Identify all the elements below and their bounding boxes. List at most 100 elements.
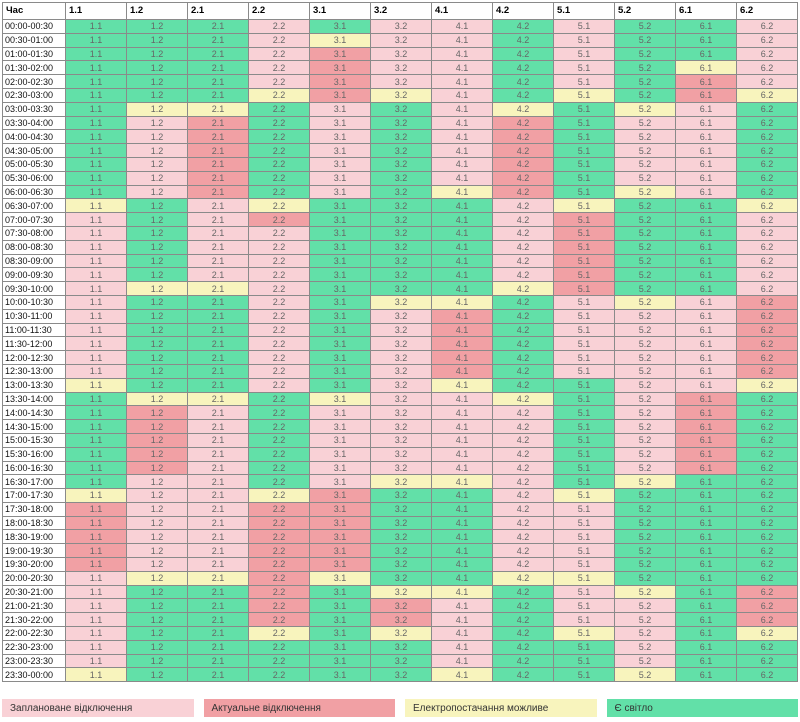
schedule-cell: 4.2 [492,336,554,352]
schedule-cell: 5.1 [553,446,615,462]
time-slot-label: 18:00-18:30 [2,515,66,531]
table-row: 18:00-18:30 1.1 1.2 2.1 2.2 3.1 3.2 4.1 4.2 5.1 5.… [2,515,798,531]
schedule-cell: 3.1 [309,308,371,324]
schedule-cell: 5.2 [614,405,676,421]
group-header: 3.2 [370,2,432,20]
schedule-cell: 6.1 [675,488,737,503]
schedule-cell: 4.2 [492,74,554,89]
schedule-cell: 2.2 [248,336,310,352]
time-slot-label: 17:00-17:30 [2,488,66,503]
schedule-cell: 2.2 [248,156,310,172]
schedule-cell: 2.2 [248,239,310,255]
schedule-cell: 5.2 [614,87,676,103]
schedule-cell: 2.1 [187,584,249,600]
schedule-cell: 1.1 [65,184,127,200]
schedule-cell: 3.1 [309,419,371,434]
time-slot-label: 12:30-13:00 [2,363,66,379]
schedule-cell: 1.2 [126,198,188,214]
schedule-cell: 1.1 [65,170,127,186]
schedule-cell: 4.2 [492,377,554,393]
schedule-cell: 1.2 [126,101,188,117]
schedule-cell: 1.1 [65,667,127,683]
schedule-cell: 2.1 [187,308,249,324]
schedule-grid: Час 1.1 1.2 2.1 2.2 3.1 3.2 4.1 4.2 5.1 5.2 6.1 6.2… [2,2,798,683]
schedule-cell: 3.2 [370,225,432,241]
schedule-cell: 5.1 [553,363,615,379]
schedule-cell: 1.2 [126,350,188,365]
schedule-cell: 2.1 [187,336,249,352]
schedule-cell: 6.2 [736,308,798,324]
schedule-cell: 1.2 [126,253,188,269]
table-row: 10:00-10:30 1.1 1.2 2.1 2.2 3.1 3.2 4.1 4.2 5.1 5.… [2,294,798,310]
schedule-cell: 6.2 [736,115,798,131]
schedule-cell: 1.2 [126,225,188,241]
schedule-cell: 3.1 [309,281,371,296]
schedule-cell: 1.1 [65,267,127,283]
schedule-cell: 5.2 [614,557,676,572]
table-row: 01:00-01:30 1.1 1.2 2.1 2.2 3.1 3.2 4.1 4.2 5.1 5.… [2,46,798,62]
schedule-cell: 1.2 [126,336,188,352]
schedule-cell: 5.2 [614,19,676,34]
schedule-cell: 4.1 [431,74,493,89]
time-slot-label: 02:30-03:00 [2,87,66,103]
schedule-cell: 1.2 [126,529,188,545]
schedule-cell: 1.2 [126,653,188,669]
schedule-cell: 3.1 [309,156,371,172]
table-row: 02:30-03:00 1.1 1.2 2.1 2.2 3.1 3.2 4.1 4.2 5.1 5.… [2,87,798,103]
schedule-cell: 3.2 [370,87,432,103]
schedule-cell: 2.2 [248,281,310,296]
table-row: 14:30-15:00 1.1 1.2 2.1 2.2 3.1 3.2 4.1 4.2 5.1 5.… [2,419,798,434]
schedule-cell: 5.1 [553,515,615,531]
schedule-cell: 1.2 [126,667,188,683]
schedule-cell: 4.1 [431,308,493,324]
schedule-cell: 4.2 [492,170,554,186]
time-slot-label: 06:30-07:00 [2,198,66,214]
schedule-cell: 3.1 [309,350,371,365]
schedule-cell: 2.2 [248,363,310,379]
schedule-cell: 6.2 [736,570,798,586]
schedule-cell: 6.2 [736,557,798,572]
schedule-cell: 4.1 [431,584,493,600]
schedule-cell: 5.2 [614,198,676,214]
time-slot-label: 01:00-01:30 [2,46,66,62]
schedule-cell: 3.1 [309,253,371,269]
time-slot-label: 09:30-10:00 [2,281,66,296]
schedule-cell: 5.2 [614,32,676,48]
schedule-cell: 6.1 [675,170,737,186]
schedule-cell: 3.2 [370,129,432,145]
schedule-cell: 6.1 [675,19,737,34]
schedule-cell: 3.1 [309,115,371,131]
time-slot-label: 09:00-09:30 [2,267,66,283]
schedule-cell: 1.2 [126,377,188,393]
schedule-cell: 3.1 [309,143,371,158]
schedule-cell: 3.2 [370,143,432,158]
schedule-cell: 6.1 [675,405,737,421]
schedule-cell: 5.1 [553,653,615,669]
schedule-cell: 6.2 [736,405,798,421]
schedule-cell: 2.2 [248,87,310,103]
schedule-cell: 5.1 [553,543,615,559]
group-header: 5.2 [614,2,676,20]
schedule-cell: 2.2 [248,253,310,269]
schedule-cell: 6.2 [736,225,798,241]
schedule-cell: 4.2 [492,350,554,365]
schedule-cell: 4.2 [492,584,554,600]
schedule-cell: 5.2 [614,350,676,365]
table-row: 00:30-01:00 1.1 1.2 2.1 2.2 3.1 3.2 4.1 4.2 5.1 5.… [2,32,798,48]
schedule-cell: 4.2 [492,626,554,641]
schedule-cell: 5.2 [614,474,676,490]
schedule-cell: 5.2 [614,363,676,379]
schedule-cell: 4.2 [492,253,554,269]
schedule-cell: 1.1 [65,156,127,172]
schedule-cell: 4.1 [431,474,493,490]
schedule-cell: 3.2 [370,322,432,338]
schedule-cell: 2.1 [187,405,249,421]
time-slot-label: 12:00-12:30 [2,350,66,365]
schedule-cell: 3.1 [309,267,371,283]
table-row: 10:30-11:00 1.1 1.2 2.1 2.2 3.1 3.2 4.1 4.2 5.1 5.… [2,308,798,324]
schedule-cell: 4.1 [431,322,493,338]
schedule-cell: 6.1 [675,212,737,227]
schedule-cell: 5.2 [614,598,676,614]
time-slot-label: 03:30-04:00 [2,115,66,131]
schedule-cell: 6.1 [675,612,737,628]
